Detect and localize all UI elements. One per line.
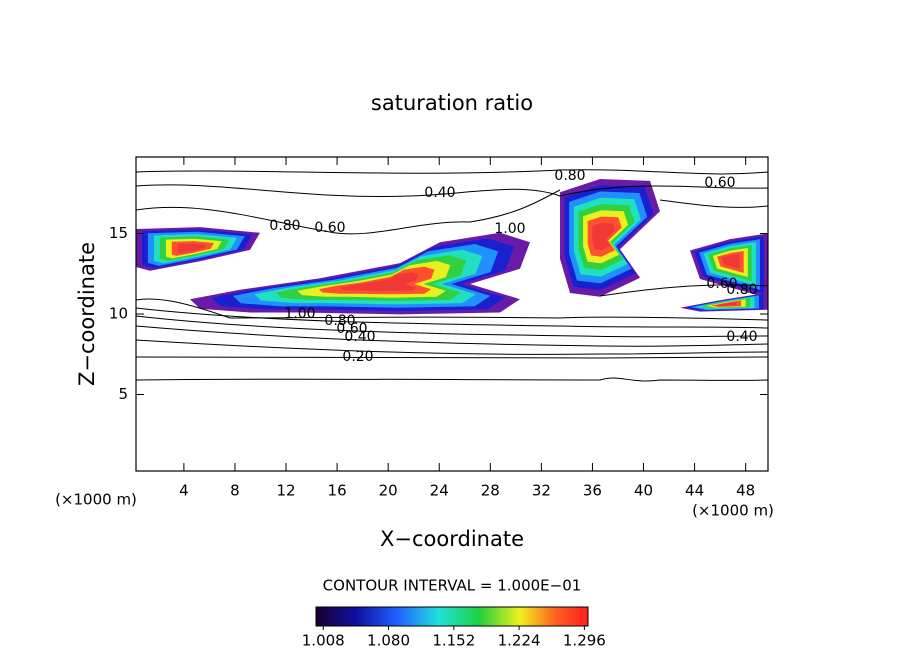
contour-lines	[135, 169, 769, 382]
contour-line	[135, 339, 769, 355]
colorbar-tick-label: 1.224	[498, 632, 541, 650]
x-tick-label: 12	[276, 482, 295, 500]
x-tick-label: 48	[736, 482, 755, 500]
contour-label: 0.80	[554, 168, 585, 184]
contour-label: 1.00	[284, 306, 315, 322]
colorbar-tick-label: 1.080	[367, 632, 410, 650]
contour-label: 0.60	[704, 175, 735, 191]
colorbar-tick-label: 1.152	[432, 632, 475, 650]
contour-line	[135, 307, 769, 329]
contour-label: 0.40	[344, 329, 375, 345]
x-tick-label: 4	[179, 482, 189, 500]
x-tick-label: 36	[583, 482, 602, 500]
colorbar-tick-label: 1.296	[563, 632, 606, 650]
cloud-layer	[716, 301, 737, 307]
x-tick-label: 24	[430, 482, 449, 500]
plot-frame	[135, 156, 769, 472]
contour-label: 0.80	[726, 282, 757, 298]
contour-line	[135, 356, 769, 359]
cloud-layer	[340, 272, 419, 291]
x-tick-label: 16	[328, 482, 347, 500]
contour-line	[135, 377, 769, 382]
contour-label: 0.60	[314, 220, 345, 236]
x-unit: (×1000 m)	[692, 502, 774, 520]
x-axis-label: X−coordinate	[380, 527, 524, 551]
contour-line	[135, 298, 769, 321]
contour-label: 0.20	[342, 349, 373, 365]
contour-label: 0.40	[424, 185, 455, 201]
x-tick-label: 28	[481, 482, 500, 500]
x-tick-label: 44	[685, 482, 704, 500]
contour-label: 0.80	[269, 218, 300, 234]
contour-label: 0.80	[324, 313, 355, 329]
cloud-layer	[592, 222, 616, 250]
x-tick-label: 20	[379, 482, 398, 500]
contour-label: 0.40	[726, 329, 757, 345]
contour-label: 0.60	[336, 321, 367, 337]
x-tick-label: 40	[634, 482, 653, 500]
y-tick-label: 15	[109, 224, 128, 242]
cloud-layer	[177, 243, 207, 254]
y-tick-label: 10	[109, 305, 128, 323]
contour-line	[135, 189, 561, 235]
contour-label: 0.60	[706, 276, 737, 292]
contour-line	[659, 199, 769, 208]
chart-title: saturation ratio	[371, 91, 533, 115]
contour-line	[135, 325, 769, 347]
contour-line	[599, 284, 769, 297]
y-axis-label: Z−coordinate	[75, 242, 99, 386]
colorbar	[315, 606, 589, 627]
clouds	[136, 179, 768, 315]
colorbar-tick-label: 1.008	[302, 632, 345, 650]
contour-label: 1.00	[494, 221, 525, 237]
x-tick-label: 8	[230, 482, 240, 500]
cloud-layer	[721, 253, 740, 269]
contour-line	[135, 184, 769, 197]
contour-line	[135, 315, 769, 338]
y-unit: (×1000 m)	[55, 491, 137, 509]
x-tick-label: 32	[532, 482, 551, 500]
y-tick-label: 5	[118, 385, 128, 403]
contour-line	[135, 169, 769, 175]
contour-interval: CONTOUR INTERVAL = 1.000E−01	[323, 577, 582, 595]
